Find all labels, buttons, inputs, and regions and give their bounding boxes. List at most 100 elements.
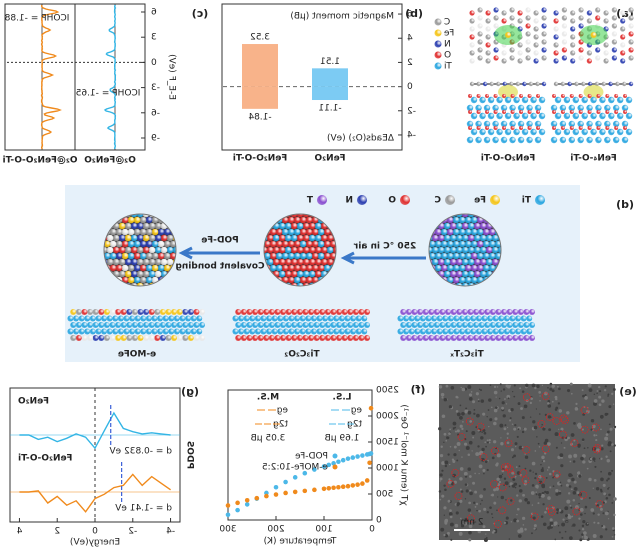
atom <box>326 258 334 266</box>
single-atom-marker <box>572 507 581 516</box>
atom <box>628 31 634 37</box>
atom <box>446 240 454 248</box>
atom <box>280 309 286 315</box>
atom <box>260 315 267 322</box>
atom <box>455 222 463 230</box>
tem-texture <box>479 503 482 505</box>
atom <box>139 240 147 248</box>
single-atom-marker <box>505 465 514 474</box>
tem-texture <box>445 384 449 388</box>
atom <box>290 270 298 278</box>
tem-texture <box>517 534 522 538</box>
single-atom-marker <box>498 506 507 515</box>
atom <box>278 222 286 230</box>
atom <box>84 328 91 335</box>
atom <box>347 309 354 315</box>
atom <box>517 58 523 64</box>
tem-texture <box>539 400 541 402</box>
atom <box>440 240 448 248</box>
atom <box>455 270 463 278</box>
tem-texture <box>474 490 478 494</box>
atom <box>95 315 102 322</box>
legend-marker <box>332 453 338 459</box>
tem-texture <box>556 385 559 388</box>
single-atom-marker <box>541 392 550 401</box>
tem-texture <box>593 393 596 396</box>
single-atom-marker <box>465 417 474 426</box>
tem-texture <box>491 456 495 460</box>
tem-texture <box>605 433 609 436</box>
data-point <box>273 492 279 497</box>
atom <box>443 270 451 278</box>
data-point <box>283 490 288 496</box>
atom <box>268 335 275 341</box>
atom <box>287 252 295 260</box>
tem-texture <box>482 429 486 433</box>
tem-texture <box>581 389 584 392</box>
atom <box>142 222 150 230</box>
atom <box>296 214 304 218</box>
orbital-label: t2g <box>347 420 362 430</box>
atom <box>130 222 138 230</box>
atom <box>290 214 298 218</box>
atom <box>293 264 301 272</box>
atom <box>429 252 436 260</box>
atom <box>336 322 342 328</box>
atom <box>578 126 583 130</box>
tem-texture <box>509 419 512 422</box>
tem-texture <box>459 467 464 471</box>
y-tick-label: 1000 <box>376 464 399 474</box>
atom <box>501 10 507 16</box>
atom <box>492 120 499 128</box>
atom <box>452 264 460 272</box>
atom <box>509 47 515 53</box>
data-point <box>312 487 317 493</box>
tem-texture <box>485 536 488 539</box>
atom <box>506 335 513 341</box>
tem-texture <box>602 483 606 487</box>
atom <box>106 246 114 254</box>
atom <box>523 335 530 341</box>
tem-texture <box>513 454 516 458</box>
tem-texture <box>611 469 614 472</box>
atom <box>302 282 310 286</box>
stage-label: Ti₃C₂O₂ <box>284 350 319 360</box>
atom <box>525 47 531 53</box>
atom <box>484 335 491 341</box>
tem-texture <box>559 481 561 484</box>
atom <box>586 50 592 56</box>
tem-texture <box>551 384 556 388</box>
tem-texture <box>491 513 493 515</box>
atom <box>266 234 274 242</box>
atom <box>271 328 278 335</box>
atom <box>299 328 306 335</box>
atom <box>452 228 460 236</box>
atom <box>485 94 489 98</box>
atom <box>400 322 407 328</box>
atom <box>324 335 331 341</box>
atom <box>269 228 277 236</box>
atom <box>488 264 496 272</box>
atom <box>533 10 539 16</box>
tem-texture <box>465 430 468 433</box>
tem-texture <box>475 392 479 396</box>
atom <box>470 252 478 260</box>
tem-texture <box>579 513 583 516</box>
tem-texture <box>542 503 545 506</box>
tem-texture <box>443 397 448 402</box>
tem-texture <box>603 388 607 392</box>
tem-texture <box>566 521 568 523</box>
tem-texture <box>510 448 515 452</box>
tem-texture <box>583 447 586 450</box>
data-point <box>367 460 372 466</box>
atom <box>560 110 565 114</box>
atom <box>501 50 507 56</box>
atom <box>611 23 617 29</box>
atom <box>313 322 320 328</box>
atom <box>299 216 307 224</box>
atom <box>176 335 183 341</box>
tem-texture <box>506 437 509 439</box>
atom <box>434 29 442 37</box>
tem-texture <box>558 531 561 534</box>
atom <box>329 240 336 248</box>
